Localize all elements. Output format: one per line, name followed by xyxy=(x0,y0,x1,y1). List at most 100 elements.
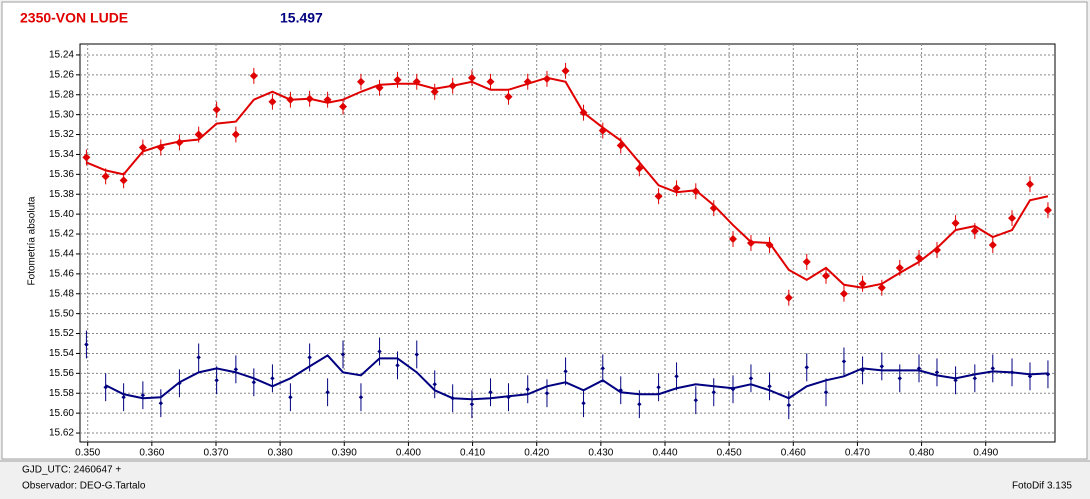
data-point xyxy=(268,97,277,106)
data-point xyxy=(430,87,439,96)
data-point xyxy=(932,245,941,254)
data-point xyxy=(393,75,402,84)
data-point xyxy=(338,102,347,111)
data-point xyxy=(214,378,219,383)
x-tick-label: 0.470 xyxy=(845,448,870,459)
y-tick-label: 15.26 xyxy=(49,69,74,80)
data-point xyxy=(990,366,995,371)
data-point xyxy=(841,359,847,364)
x-tick-label: 0.350 xyxy=(75,448,100,459)
data-point xyxy=(988,240,997,249)
data-point xyxy=(432,382,437,387)
data-point xyxy=(307,355,312,360)
y-tick-label: 15.46 xyxy=(49,268,74,279)
data-point xyxy=(1043,206,1052,215)
data-point xyxy=(212,105,221,114)
data-point xyxy=(786,402,791,408)
data-point xyxy=(635,164,644,173)
data-point xyxy=(970,227,979,236)
x-tick-label: 0.490 xyxy=(973,448,998,459)
data-point xyxy=(951,219,960,228)
data-point xyxy=(469,401,475,407)
data-point xyxy=(488,390,493,395)
data-point xyxy=(121,395,126,400)
data-point xyxy=(1025,180,1034,189)
y-tick-label: 15.62 xyxy=(49,428,74,439)
y-axis-label: Fotometría absoluta xyxy=(27,196,38,285)
data-point xyxy=(693,398,698,403)
gjd-label: GJD_UTC: 2460647 + xyxy=(22,465,121,476)
data-point xyxy=(728,235,737,244)
data-point xyxy=(233,367,239,372)
x-tick-label: 0.370 xyxy=(203,448,228,459)
data-point xyxy=(525,387,530,392)
x-tick-label: 0.460 xyxy=(781,448,806,459)
y-tick-label: 15.40 xyxy=(49,209,74,220)
y-tick-label: 15.44 xyxy=(49,249,74,260)
y-tick-label: 15.38 xyxy=(49,189,74,200)
data-point xyxy=(414,352,419,357)
x-tick-label: 0.390 xyxy=(332,448,357,459)
data-point xyxy=(823,390,829,395)
y-tick-label: 15.52 xyxy=(49,328,74,339)
y-tick-label: 15.36 xyxy=(49,169,74,180)
data-point xyxy=(563,369,568,374)
data-point xyxy=(895,263,904,272)
data-point xyxy=(251,380,257,385)
y-tick-label: 15.30 xyxy=(49,109,74,120)
fit-line xyxy=(86,76,1049,289)
data-point xyxy=(581,400,586,406)
observer-label: Observador: DEO-G.Tartalo xyxy=(22,481,146,492)
data-point xyxy=(561,66,570,75)
data-point xyxy=(158,400,164,406)
y-tick-label: 15.28 xyxy=(49,89,74,100)
x-tick-label: 0.400 xyxy=(396,448,421,459)
data-point xyxy=(1008,214,1017,223)
data-point xyxy=(84,342,89,347)
data-point xyxy=(358,395,364,400)
data-point xyxy=(82,153,91,162)
data-point xyxy=(897,376,902,381)
data-point xyxy=(249,71,258,80)
data-point xyxy=(858,279,867,288)
data-point xyxy=(196,355,201,360)
data-point xyxy=(822,271,831,280)
data-point xyxy=(288,395,293,400)
x-tick-label: 0.480 xyxy=(909,448,934,459)
data-point xyxy=(119,176,128,185)
data-point xyxy=(395,363,400,368)
data-point xyxy=(231,130,240,139)
data-point xyxy=(467,73,476,82)
data-point xyxy=(916,366,922,371)
data-point xyxy=(767,384,772,389)
software-label: FotoDif 3.135 xyxy=(1012,481,1072,492)
y-tick-label: 15.56 xyxy=(49,368,74,379)
data-point xyxy=(600,366,605,371)
data-point xyxy=(544,391,550,396)
data-point xyxy=(934,370,940,375)
data-point xyxy=(637,401,642,407)
data-point xyxy=(101,172,110,181)
y-tick-label: 15.32 xyxy=(49,129,74,140)
y-tick-label: 15.34 xyxy=(49,149,74,160)
data-point xyxy=(784,293,793,302)
y-tick-label: 15.24 xyxy=(49,50,74,61)
data-point xyxy=(270,376,275,381)
y-tick-label: 15.60 xyxy=(49,408,74,419)
y-tick-label: 15.58 xyxy=(49,388,74,399)
fit-line xyxy=(105,354,1048,401)
x-tick-label: 0.450 xyxy=(717,448,742,459)
data-point xyxy=(504,92,513,101)
data-point xyxy=(839,289,848,298)
data-point xyxy=(972,376,978,381)
x-tick-label: 0.430 xyxy=(588,448,613,459)
data-point xyxy=(877,283,886,292)
x-tick-label: 0.410 xyxy=(460,448,485,459)
data-point xyxy=(340,352,346,357)
y-tick-label: 15.50 xyxy=(49,308,74,319)
data-point xyxy=(656,385,661,390)
data-point xyxy=(325,390,330,395)
data-point xyxy=(377,349,382,354)
